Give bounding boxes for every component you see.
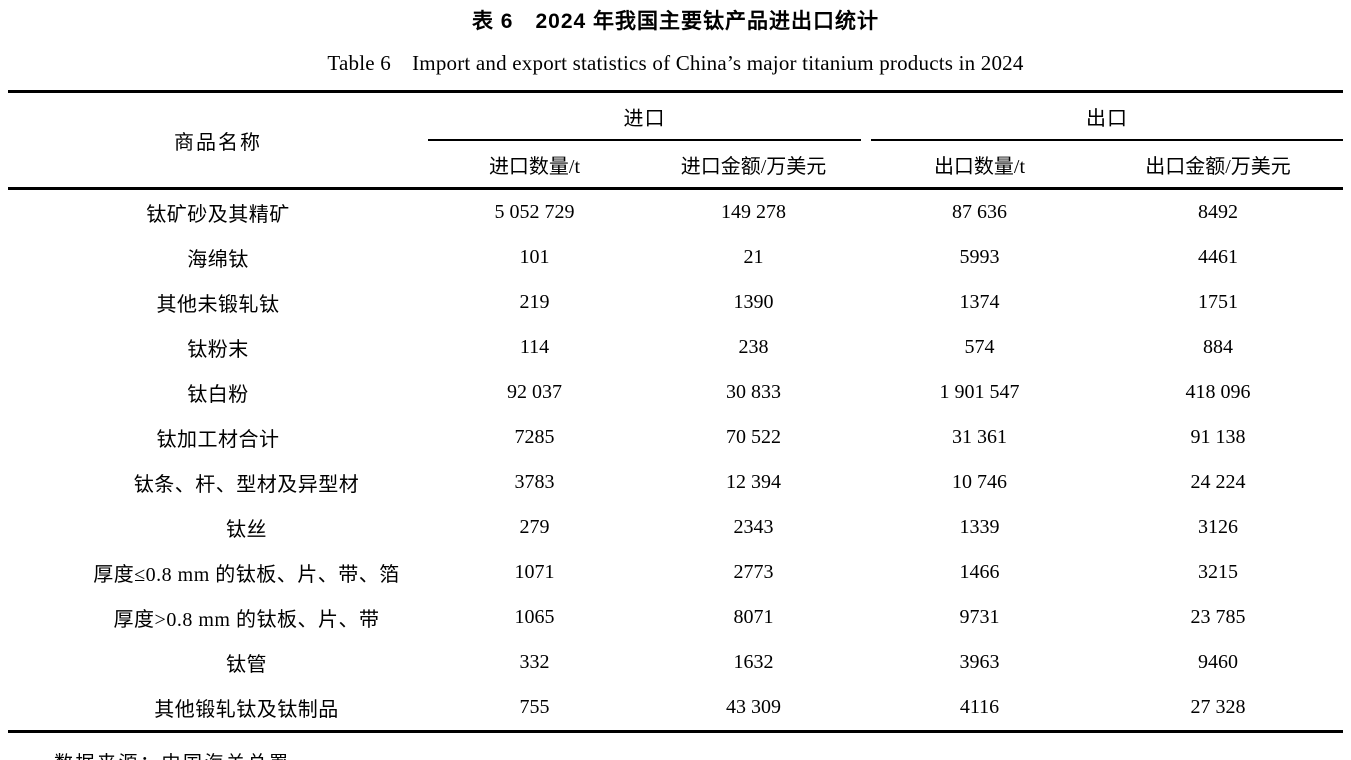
export-val-cell: 27 328	[1190, 696, 1246, 718]
header-group-row: 商品名称 进口 出口	[8, 91, 1343, 190]
header-subcolumn-row: 进口数量/t 进口金额/万美元 出口数量/t 出口金额/万美元	[8, 141, 1343, 190]
export-qty-cell: 1466	[959, 561, 1000, 583]
export-val-cell: 3215	[1198, 561, 1238, 583]
import-val-cell: 149 278	[721, 201, 786, 223]
table-row: 钛管 332 1632 3963 9460	[8, 640, 1343, 685]
export-qty-cell: 31 361	[952, 426, 1007, 448]
import-val-cell: 21	[743, 246, 764, 268]
export-qty-cell: 9731	[959, 606, 1000, 628]
import-val-cell: 2773	[733, 561, 774, 583]
import-qty-cell: 1065	[514, 606, 555, 628]
column-group-export: 出口	[866, 92, 1343, 141]
import-qty-cell: 92 037	[507, 381, 562, 403]
export-val-cell: 23 785	[1190, 606, 1246, 628]
table-row: 钛条、杆、型材及异型材 3783 12 394 10 746 24 224	[8, 460, 1343, 505]
export-qty-cell: 4116	[959, 696, 1000, 718]
table-row: 钛加工材合计 7285 70 522 31 361 91 138	[8, 415, 1343, 460]
product-name-cell: 钛加工材合计	[156, 429, 280, 451]
import-val-cell: 30 833	[726, 381, 781, 403]
export-val-cell: 91 138	[1190, 426, 1246, 448]
import-qty-cell: 755	[519, 696, 550, 718]
product-name-cell: 厚度≤0.8 mm 的钛板、片、带、箔	[93, 564, 400, 586]
export-val-cell: 8492	[1198, 201, 1238, 223]
import-val-cell: 70 522	[726, 426, 781, 448]
export-qty-cell: 5993	[959, 246, 1000, 268]
import-qty-cell: 101	[519, 246, 550, 268]
table-row: 厚度>0.8 mm 的钛板、片、带 1065 8071 9731 23 785	[8, 595, 1343, 640]
import-val-cell: 8071	[733, 606, 774, 628]
import-qty-cell: 5 052 729	[494, 201, 575, 223]
import-val-cell: 2343	[733, 516, 774, 538]
column-header-product: 商品名称	[8, 91, 428, 190]
import-qty-cell: 114	[519, 336, 550, 358]
export-qty-cell: 3963	[959, 651, 1000, 673]
product-name-cell: 钛管	[226, 654, 267, 676]
export-qty-cell: 87 636	[952, 201, 1007, 223]
product-name-cell: 钛条、杆、型材及异型材	[133, 474, 360, 496]
table-row: 钛粉末 114 238 574 884	[8, 325, 1343, 370]
export-val-cell: 9460	[1198, 651, 1238, 673]
table-body: 钛矿砂及其精矿 5 052 729 149 278 87 636 8492 海绵…	[8, 189, 1343, 732]
export-val-cell: 884	[1203, 336, 1233, 358]
export-qty-cell: 10 746	[952, 471, 1007, 493]
export-val-cell: 418 096	[1185, 381, 1251, 403]
import-val-cell: 1390	[733, 291, 774, 313]
product-name-cell: 钛粉末	[187, 339, 249, 361]
export-val-cell: 1751	[1198, 291, 1238, 313]
table-row: 海绵钛 101 21 5993 4461	[8, 235, 1343, 280]
column-header-export-qty: 出口数量/t	[866, 141, 1093, 190]
product-name-cell: 厚度>0.8 mm 的钛板、片、带	[113, 609, 380, 631]
table-row: 钛矿砂及其精矿 5 052 729 149 278 87 636 8492	[8, 189, 1343, 236]
export-qty-cell: 1 901 547	[939, 381, 1020, 403]
import-val-cell: 43 309	[726, 696, 781, 718]
product-name-cell: 其他锻轧钛及钛制品	[154, 699, 339, 721]
column-header-import-val: 进口金额/万美元	[641, 141, 866, 190]
product-name-cell: 钛丝	[226, 519, 267, 541]
table-row: 其他锻轧钛及钛制品 755 43 309 4116 27 328	[8, 685, 1343, 732]
import-qty-cell: 7285	[514, 426, 555, 448]
export-qty-cell: 1374	[959, 291, 1000, 313]
import-val-cell: 238	[738, 336, 769, 358]
export-val-cell: 4461	[1198, 246, 1238, 268]
import-val-cell: 12 394	[726, 471, 781, 493]
import-qty-cell: 1071	[514, 561, 555, 583]
table-row: 其他未锻轧钛 219 1390 1374 1751	[8, 280, 1343, 325]
export-group-label: 出口	[871, 93, 1343, 141]
column-header-import-qty: 进口数量/t	[428, 141, 641, 190]
import-qty-cell: 219	[519, 291, 550, 313]
table-header: 商品名称 进口 出口 进口数量/t 进口金额/万美元 出口数量/t 出口金额/万…	[8, 91, 1343, 190]
import-group-label: 进口	[428, 93, 861, 141]
table-row: 厚度≤0.8 mm 的钛板、片、带、箔 1071 2773 1466 3215	[8, 550, 1343, 595]
export-val-cell: 24 224	[1190, 471, 1246, 493]
import-export-table: 商品名称 进口 出口 进口数量/t 进口金额/万美元 出口数量/t 出口金额/万…	[8, 90, 1343, 733]
product-name-cell: 海绵钛	[187, 249, 249, 271]
export-qty-cell: 574	[964, 336, 995, 358]
table-row: 钛白粉 92 037 30 833 1 901 547 418 096	[8, 370, 1343, 415]
column-group-import: 进口	[428, 92, 866, 141]
export-qty-cell: 1339	[959, 516, 1000, 538]
table-caption-english: Table 6 Import and export statistics of …	[327, 51, 1024, 75]
product-name-cell: 其他未锻轧钛	[156, 294, 280, 316]
export-val-cell: 3126	[1198, 516, 1238, 538]
import-qty-cell: 279	[519, 516, 550, 538]
column-header-export-val: 出口金额/万美元	[1093, 141, 1343, 190]
data-source-note: 数据来源：中国海关总署。	[54, 748, 1351, 760]
import-qty-cell: 332	[519, 651, 550, 673]
import-val-cell: 1632	[733, 651, 774, 673]
import-qty-cell: 3783	[514, 471, 555, 493]
product-name-cell: 钛白粉	[187, 384, 249, 406]
product-name-cell: 钛矿砂及其精矿	[146, 204, 290, 226]
table-row: 钛丝 279 2343 1339 3126	[8, 505, 1343, 550]
table-caption-chinese: 表 6 2024 年我国主要钛产品进出口统计	[471, 10, 880, 33]
